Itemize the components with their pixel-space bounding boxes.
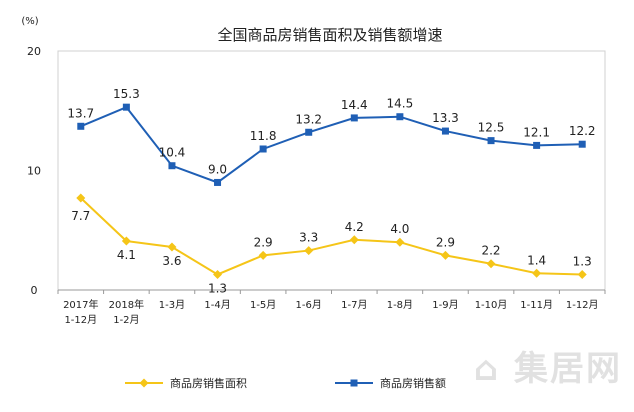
x-tick-label: 1-8月 — [387, 299, 413, 311]
data-point-diamond — [213, 269, 223, 279]
plot-area — [57, 50, 606, 291]
data-point-diamond — [486, 259, 496, 269]
data-point-diamond — [395, 237, 405, 247]
data-label: 1.4 — [527, 253, 546, 267]
chart-title: 全国商品房销售面积及销售额增速 — [217, 26, 442, 44]
data-label: 15.3 — [113, 87, 140, 101]
data-label: 14.4 — [341, 98, 368, 112]
x-tick-label: 1-10月 — [475, 299, 508, 311]
data-label: 1.3 — [573, 254, 592, 268]
data-point-square — [122, 103, 130, 111]
x-tick-label: 1-9月 — [432, 299, 458, 311]
data-label: 4.0 — [390, 222, 409, 236]
data-point-square — [441, 127, 449, 135]
data-point-diamond — [349, 235, 359, 245]
data-label: 9.0 — [208, 162, 227, 176]
data-label: 3.3 — [299, 231, 318, 245]
data-point-diamond — [532, 268, 542, 278]
series-line-sales-amount — [80, 105, 583, 184]
x-tick-label: 2018年 — [109, 298, 144, 311]
data-label: 11.8 — [250, 129, 277, 143]
data-point-diamond — [76, 193, 86, 203]
series-line-sales-area — [80, 197, 583, 276]
data-point-square — [214, 178, 222, 186]
data-label: 4.2 — [345, 220, 364, 234]
x-tick-label: 1-2月 — [113, 314, 139, 326]
data-label: 4.1 — [117, 248, 136, 262]
legend-label: 商品房销售额 — [380, 376, 446, 390]
data-point-square — [487, 137, 495, 145]
data-point-square — [168, 162, 176, 170]
data-point-diamond — [167, 242, 177, 252]
data-label: 2.9 — [254, 235, 273, 249]
data-point-square — [396, 113, 404, 121]
x-tick-label: 2017年 — [63, 298, 98, 311]
data-point-square — [259, 145, 267, 153]
data-point-square — [77, 122, 85, 130]
data-point-square — [578, 140, 586, 148]
y-tick-label: 10 — [27, 165, 41, 178]
x-tick-label: 1-6月 — [296, 299, 322, 311]
data-label: 2.9 — [436, 235, 455, 249]
y-tick-label: 0 — [31, 284, 38, 297]
legend-marker-diamond — [139, 378, 149, 388]
data-label: 3.6 — [162, 254, 181, 268]
x-tick-label: 1-5月 — [250, 299, 276, 311]
data-label: 1.3 — [208, 281, 227, 295]
legend-label: 商品房销售面积 — [170, 376, 247, 390]
y-tick-label: 20 — [27, 45, 41, 58]
x-tick-label: 1-3月 — [159, 299, 185, 311]
data-point-diamond — [440, 250, 450, 260]
x-tick-label: 1-11月 — [520, 299, 553, 311]
x-tick-label: 1-12月 — [64, 314, 97, 326]
data-label: 13.3 — [432, 111, 459, 125]
data-label: 2.2 — [481, 244, 500, 258]
data-point-diamond — [258, 250, 268, 260]
x-tick-label: 1-7月 — [341, 299, 367, 311]
data-label: 12.1 — [523, 125, 550, 139]
data-point-diamond — [577, 269, 587, 279]
data-label: 12.5 — [478, 121, 505, 135]
data-label: 14.5 — [387, 97, 414, 111]
data-point-square — [533, 141, 541, 149]
data-point-square — [305, 128, 313, 136]
data-label: 7.7 — [71, 209, 90, 223]
data-label: 13.2 — [295, 112, 322, 126]
y-axis-unit-label: (%) — [21, 16, 38, 27]
data-point-square — [350, 114, 358, 122]
x-tick-label: 1-12月 — [566, 299, 599, 311]
data-point-diamond — [304, 246, 314, 256]
watermark-logo: ⌂ 集居网 — [473, 349, 622, 389]
data-label: 13.7 — [67, 106, 94, 120]
data-point-diamond — [121, 236, 131, 246]
data-label: 10.4 — [159, 146, 186, 160]
x-tick-label: 1-4月 — [204, 299, 230, 311]
legend-marker-square — [350, 379, 358, 387]
data-label: 12.2 — [569, 124, 596, 138]
